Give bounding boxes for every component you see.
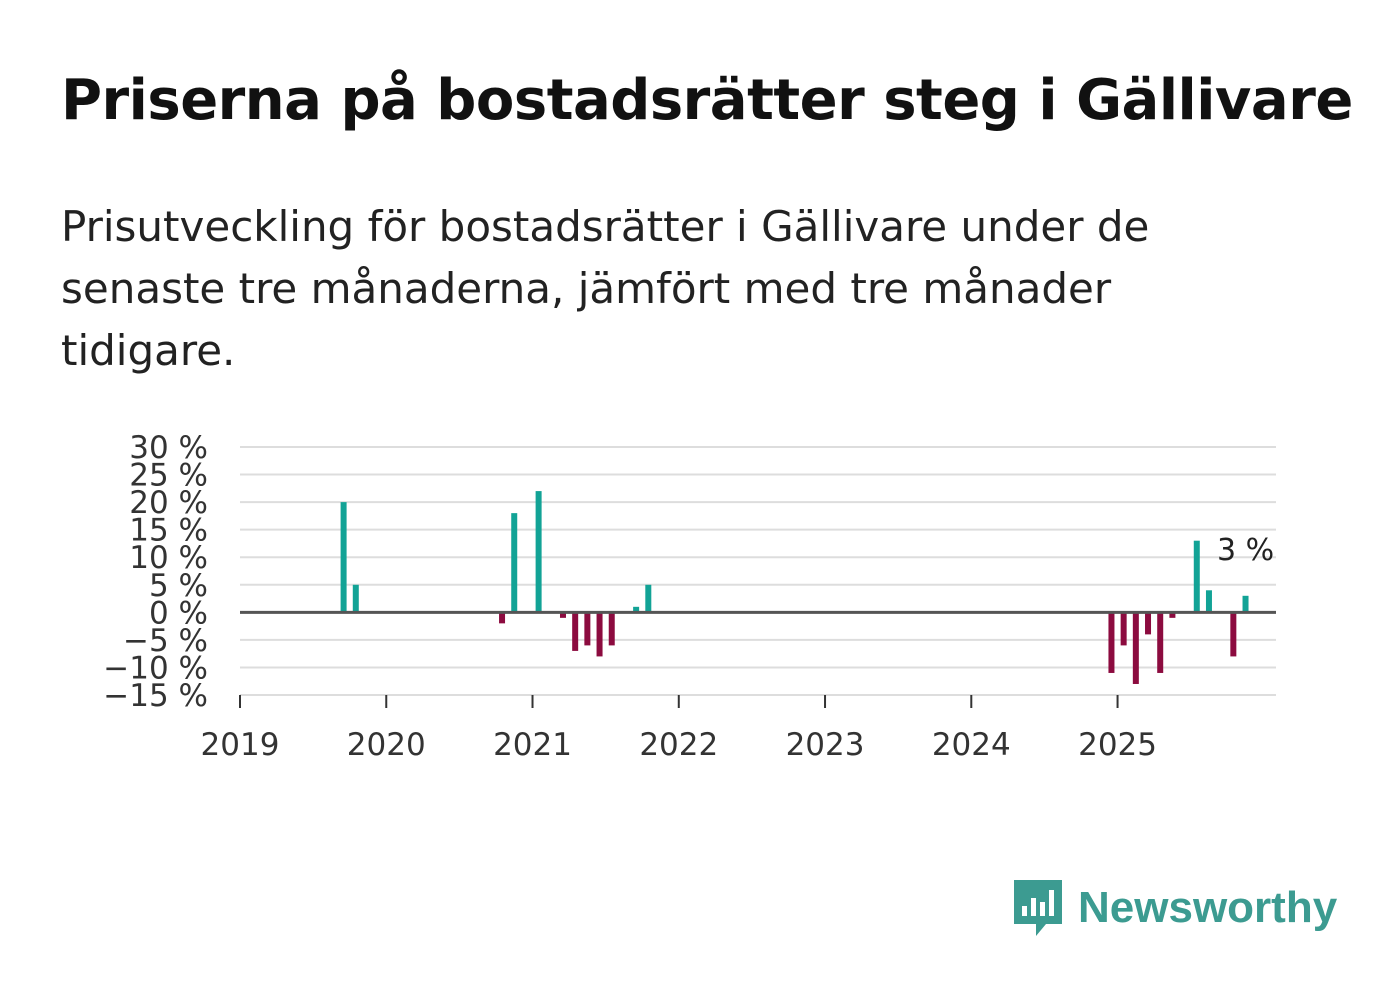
chart-title: Priserna på bostadsrätter steg i Gälliva… xyxy=(61,68,1353,133)
bar-chart: −15 %−10 %−5 %0 %5 %10 %15 %20 %25 %30 %… xyxy=(103,430,1276,763)
chart-subtitle: Prisutveckling för bostadsrätter i Gälli… xyxy=(61,202,1150,375)
last-value-label: 3 % xyxy=(1217,533,1274,568)
y-tick-label: 30 % xyxy=(129,430,208,466)
bar xyxy=(1169,612,1176,618)
bar xyxy=(499,612,506,624)
bar xyxy=(1120,612,1127,646)
bar xyxy=(1132,612,1139,684)
x-axis: 2019 2020 2021 2022 2023 2024 2025 xyxy=(201,695,1157,763)
newsworthy-logo: Newsworthy xyxy=(1010,876,1337,940)
y-tick-label: 20 % xyxy=(129,485,208,521)
bar xyxy=(572,612,579,651)
bar xyxy=(340,502,347,613)
x-tick-label: 2021 xyxy=(493,727,572,763)
bar xyxy=(1157,612,1164,673)
bar xyxy=(608,612,615,646)
y-axis-labels: −15 %−10 %−5 %0 %5 %10 %15 %20 %25 %30 % xyxy=(103,430,208,714)
bar xyxy=(559,612,566,618)
x-tick-label: 2024 xyxy=(932,727,1011,763)
newsworthy-logo-icon xyxy=(1014,880,1062,936)
x-tick-label: 2020 xyxy=(347,727,426,763)
bar xyxy=(352,584,359,613)
y-tick-label: 15 % xyxy=(129,513,208,549)
bars xyxy=(340,491,1249,684)
bar xyxy=(645,584,652,613)
x-tick-label: 2022 xyxy=(639,727,718,763)
bar xyxy=(535,491,542,613)
x-tick-label: 2023 xyxy=(786,727,865,763)
bar xyxy=(633,606,640,613)
y-tick-label: −10 % xyxy=(103,650,208,686)
bar xyxy=(1145,612,1152,635)
gridlines xyxy=(240,446,1276,696)
y-tick-label: 10 % xyxy=(129,540,208,576)
y-tick-label: 25 % xyxy=(129,458,208,494)
bar xyxy=(1230,612,1237,657)
y-tick-label: −15 % xyxy=(103,678,208,714)
bar xyxy=(1108,612,1115,673)
bar xyxy=(511,513,518,613)
bar xyxy=(1205,590,1212,613)
bar xyxy=(1193,540,1200,613)
brand-name: Newsworthy xyxy=(1078,883,1338,932)
bar xyxy=(596,612,603,657)
y-tick-label: 5 % xyxy=(149,568,208,604)
x-tick-label: 2025 xyxy=(1078,727,1157,763)
bar xyxy=(1242,595,1249,613)
x-tick-label: 2019 xyxy=(201,727,280,763)
y-tick-label: 0 % xyxy=(149,595,208,631)
y-tick-label: −5 % xyxy=(123,623,208,659)
bar xyxy=(584,612,591,646)
